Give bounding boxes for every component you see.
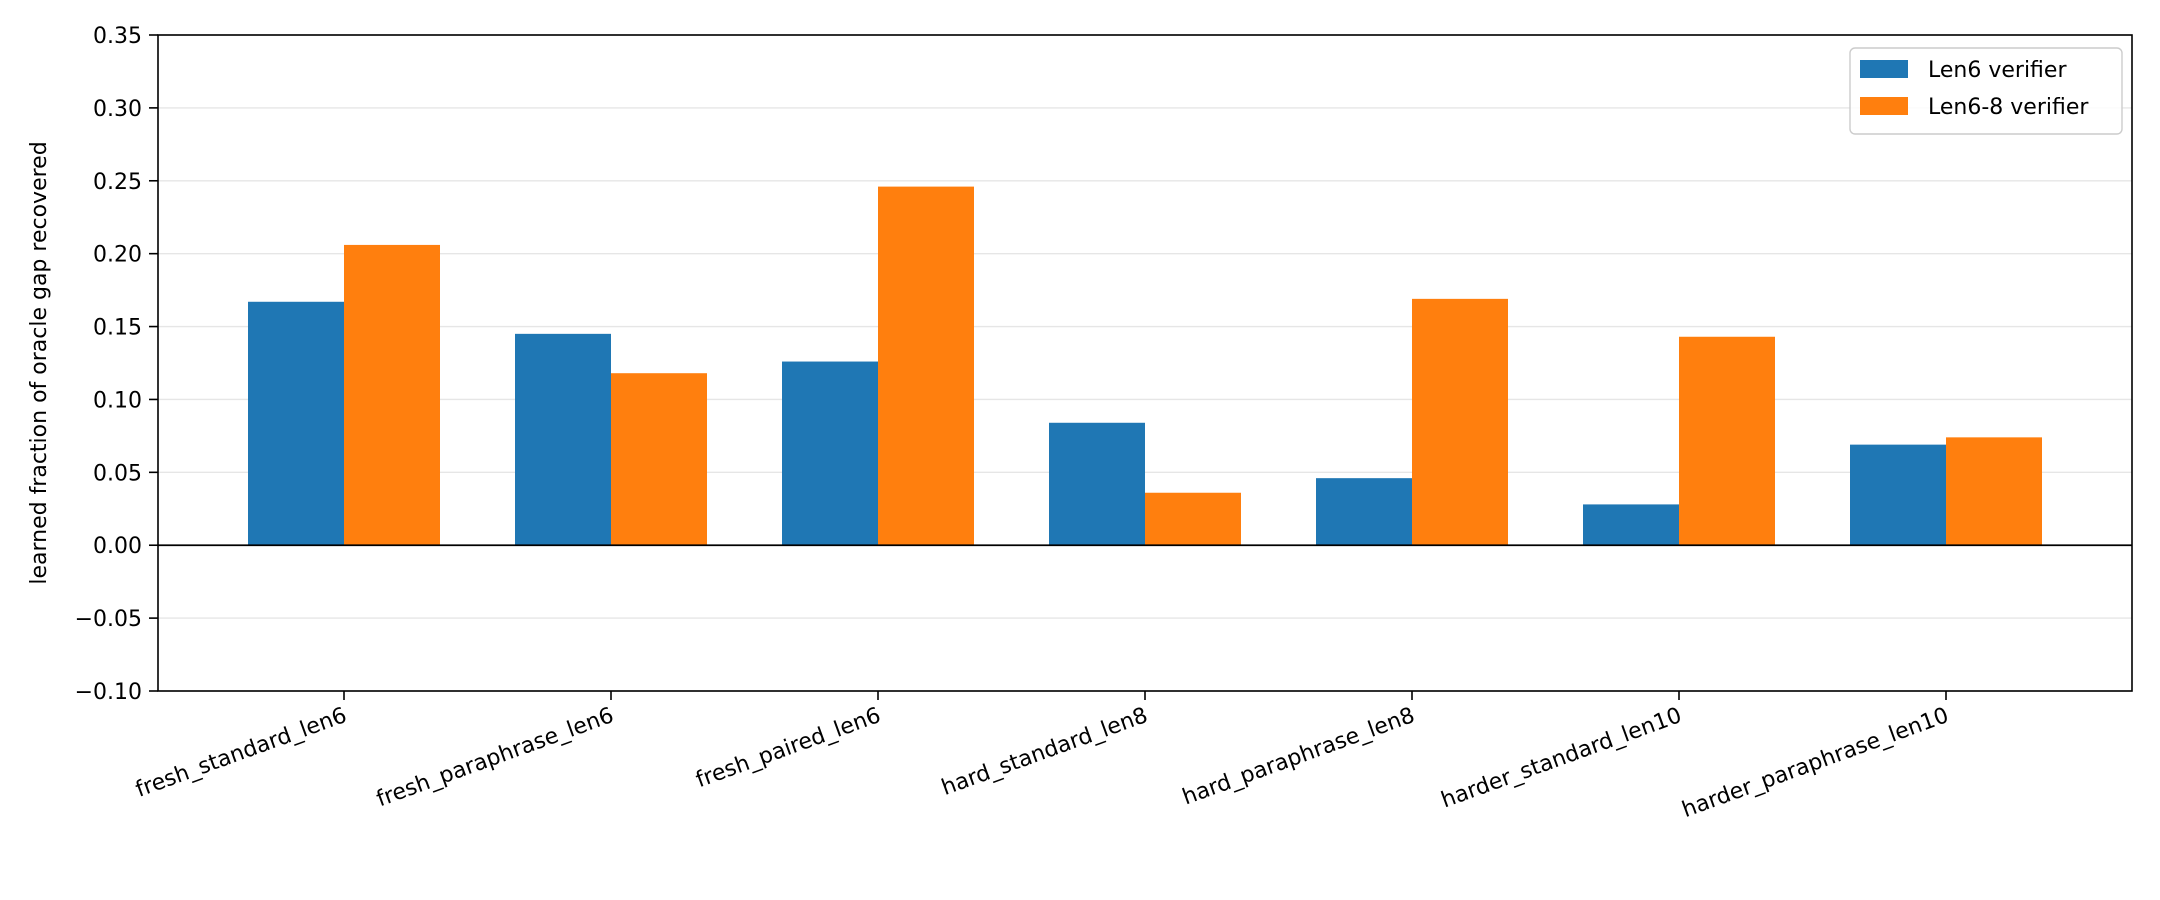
legend-label: Len6 verifier — [1928, 58, 2067, 83]
y-axis-label: learned fraction of oracle gap recovered — [27, 141, 52, 584]
y-tick-label: 0.10 — [93, 388, 142, 413]
bar-len6-6 — [1850, 444, 1946, 546]
x-tick-label: harder_standard_len10 — [1438, 703, 1685, 813]
grid-layer — [158, 34, 2132, 692]
y-tick-label: 0.05 — [93, 461, 142, 486]
legend: Len6 verifier Len6-8 verifier — [1849, 47, 2123, 135]
bar-len6-4 — [1316, 478, 1412, 546]
legend-swatch — [1860, 60, 1908, 78]
bar-len6-8-0 — [344, 244, 440, 546]
bars-layer — [248, 186, 2042, 546]
x-tick-label: hard_paraphrase_len8 — [1179, 703, 1418, 810]
x-tick-label: fresh_paraphrase_len6 — [373, 703, 617, 812]
legend-box — [1849, 47, 2123, 135]
bar-len6-8-6 — [1946, 437, 2042, 546]
bar-len6-3 — [1049, 422, 1145, 546]
y-tick-label: −0.10 — [75, 680, 142, 705]
bar-len6-2 — [782, 361, 878, 546]
x-tick-label: fresh_paired_len6 — [693, 703, 884, 793]
plot-frame — [157, 34, 2133, 692]
bar-len6-1 — [515, 333, 611, 546]
y-axis: −0.10 −0.05 0.00 0.05 0.10 0.15 0.20 0.25 0.30 0.… — [75, 24, 158, 705]
bar-len6-8-3 — [1145, 492, 1241, 546]
y-tick-label: 0.00 — [93, 534, 142, 559]
y-tick-label: 0.30 — [93, 97, 142, 122]
x-tick-label: fresh_standard_len6 — [132, 703, 350, 803]
bar-len6-8-2 — [878, 186, 974, 546]
bar-len6-8-4 — [1412, 298, 1508, 546]
x-axis: fresh_standard_len6 fresh_paraphrase_len6… — [132, 691, 1952, 823]
legend-label: Len6-8 verifier — [1928, 95, 2089, 120]
bar-len6-8-1 — [611, 373, 707, 546]
y-tick-label: 0.35 — [93, 24, 142, 49]
bar-len6-8-5 — [1679, 336, 1775, 546]
x-tick-label: hard_standard_len8 — [938, 703, 1151, 801]
bar-len6-5 — [1583, 504, 1679, 546]
x-tick-label: harder_paraphrase_len10 — [1679, 703, 1952, 823]
legend-swatch — [1860, 97, 1908, 115]
y-tick-label: 0.20 — [93, 243, 142, 268]
y-tick-label: −0.05 — [75, 607, 142, 632]
y-tick-label: 0.15 — [93, 316, 142, 341]
bar-len6-0 — [248, 301, 344, 546]
y-tick-label: 0.25 — [93, 170, 142, 195]
